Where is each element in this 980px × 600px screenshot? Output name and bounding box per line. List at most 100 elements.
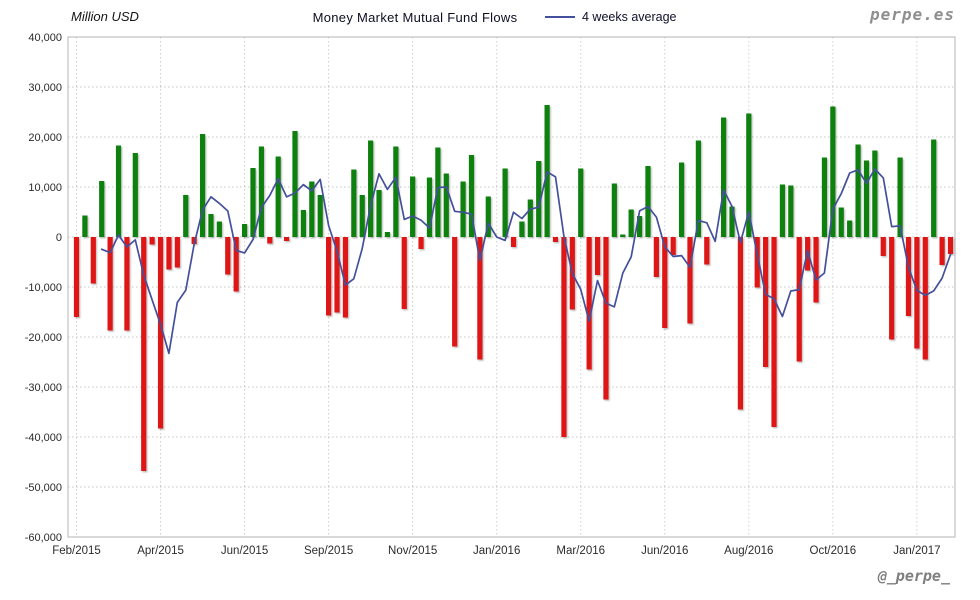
bar-negative bbox=[225, 237, 231, 275]
bar-positive bbox=[931, 139, 937, 237]
bar-negative bbox=[771, 237, 777, 427]
bar-negative bbox=[754, 237, 760, 288]
bar-positive bbox=[393, 146, 399, 237]
weekly-flow-bars bbox=[73, 105, 954, 471]
bar-negative bbox=[552, 237, 559, 242]
svg-text:-60,000: -60,000 bbox=[25, 532, 62, 544]
bar-negative bbox=[283, 237, 290, 241]
bar-positive bbox=[241, 224, 248, 237]
bar-negative bbox=[452, 237, 458, 347]
bar-positive bbox=[847, 220, 853, 237]
bar-negative bbox=[90, 237, 96, 284]
bar-positive bbox=[384, 232, 391, 237]
svg-text:20,000: 20,000 bbox=[28, 132, 62, 144]
bar-positive bbox=[443, 173, 449, 237]
bar-negative bbox=[737, 237, 744, 410]
svg-text:Nov/2015: Nov/2015 bbox=[388, 545, 437, 557]
bar-negative bbox=[796, 237, 802, 362]
bar-negative bbox=[107, 237, 113, 331]
bar-positive bbox=[435, 147, 441, 237]
bar-negative bbox=[157, 237, 164, 429]
bar-negative bbox=[166, 237, 172, 270]
bar-positive bbox=[578, 168, 584, 237]
bar-positive bbox=[199, 134, 206, 237]
twitter-handle: @_perpe_ bbox=[877, 567, 950, 585]
svg-text:30,000: 30,000 bbox=[28, 82, 62, 94]
legend-line-swatch-icon bbox=[545, 16, 575, 18]
bar-negative bbox=[763, 237, 769, 367]
brand-watermark: perpe.es bbox=[869, 5, 955, 24]
bar-positive bbox=[729, 206, 735, 237]
bar-positive bbox=[115, 145, 122, 237]
bar-negative bbox=[141, 237, 147, 471]
svg-text:Jan/2017: Jan/2017 bbox=[893, 545, 940, 557]
bar-positive bbox=[317, 195, 323, 237]
bar-positive bbox=[216, 221, 222, 237]
bar-negative bbox=[594, 237, 601, 275]
bar-positive bbox=[468, 155, 475, 237]
bar-negative bbox=[922, 237, 928, 360]
svg-text:-30,000: -30,000 bbox=[25, 382, 62, 394]
bar-negative bbox=[124, 237, 130, 331]
bar-negative bbox=[561, 237, 567, 437]
svg-text:10,000: 10,000 bbox=[28, 182, 62, 194]
bar-positive bbox=[519, 221, 525, 237]
bar-negative bbox=[947, 237, 954, 254]
svg-text:40,000: 40,000 bbox=[28, 32, 62, 44]
svg-text:-50,000: -50,000 bbox=[25, 482, 62, 494]
bar-negative bbox=[813, 237, 819, 303]
bar-positive bbox=[678, 162, 685, 237]
bar-negative bbox=[670, 237, 676, 255]
bar-positive bbox=[460, 181, 466, 237]
bar-positive bbox=[502, 168, 508, 237]
svg-text:Jun/2016: Jun/2016 bbox=[641, 545, 688, 557]
bar-negative bbox=[191, 237, 197, 244]
bar-negative bbox=[586, 237, 592, 370]
svg-text:-40,000: -40,000 bbox=[25, 432, 62, 444]
bar-positive bbox=[132, 153, 138, 237]
bar-positive bbox=[309, 181, 315, 237]
four-week-average-line bbox=[100, 168, 952, 355]
bar-positive bbox=[351, 169, 357, 237]
bar-positive bbox=[250, 168, 256, 237]
bar-positive bbox=[376, 190, 382, 237]
bar-negative bbox=[603, 237, 609, 400]
bar-positive bbox=[620, 234, 626, 237]
bar-positive bbox=[746, 113, 752, 237]
bar-negative bbox=[401, 237, 407, 309]
bar-negative bbox=[233, 237, 239, 292]
bar-positive bbox=[208, 214, 214, 237]
x-axis-tick-labels: Feb/2015 Apr/2015 Jun/2015 Sep/2015 Nov/2015… bbox=[52, 545, 940, 557]
bar-negative bbox=[477, 237, 483, 360]
bar-positive bbox=[527, 199, 533, 237]
chart-title: Money Market Mutual Fund Flows bbox=[312, 10, 518, 25]
bar-negative bbox=[662, 237, 668, 328]
bar-negative bbox=[334, 237, 340, 313]
bar-positive bbox=[485, 196, 491, 237]
bar-negative bbox=[510, 237, 517, 247]
bar-negative bbox=[73, 237, 80, 317]
bar-negative bbox=[149, 237, 155, 245]
bar-positive bbox=[779, 184, 786, 237]
svg-text:Mar/2016: Mar/2016 bbox=[556, 545, 605, 557]
bar-positive bbox=[838, 207, 844, 237]
bar-positive bbox=[788, 185, 794, 237]
bar-negative bbox=[326, 237, 332, 316]
legend-label: 4 weeks average bbox=[582, 10, 677, 24]
bar-negative bbox=[704, 237, 710, 265]
y-axis-unit-label: Million USD bbox=[71, 9, 139, 24]
bar-negative bbox=[939, 237, 945, 265]
bar-positive bbox=[863, 160, 870, 237]
bar-negative bbox=[418, 237, 424, 249]
bar-positive bbox=[368, 140, 374, 237]
bar-positive bbox=[99, 181, 105, 237]
bar-negative bbox=[687, 237, 693, 324]
bar-positive bbox=[720, 117, 727, 237]
bar-positive bbox=[821, 157, 828, 237]
plot-border bbox=[67, 36, 956, 538]
bar-positive bbox=[426, 177, 433, 237]
bar-positive bbox=[897, 157, 903, 237]
bar-positive bbox=[82, 215, 88, 237]
